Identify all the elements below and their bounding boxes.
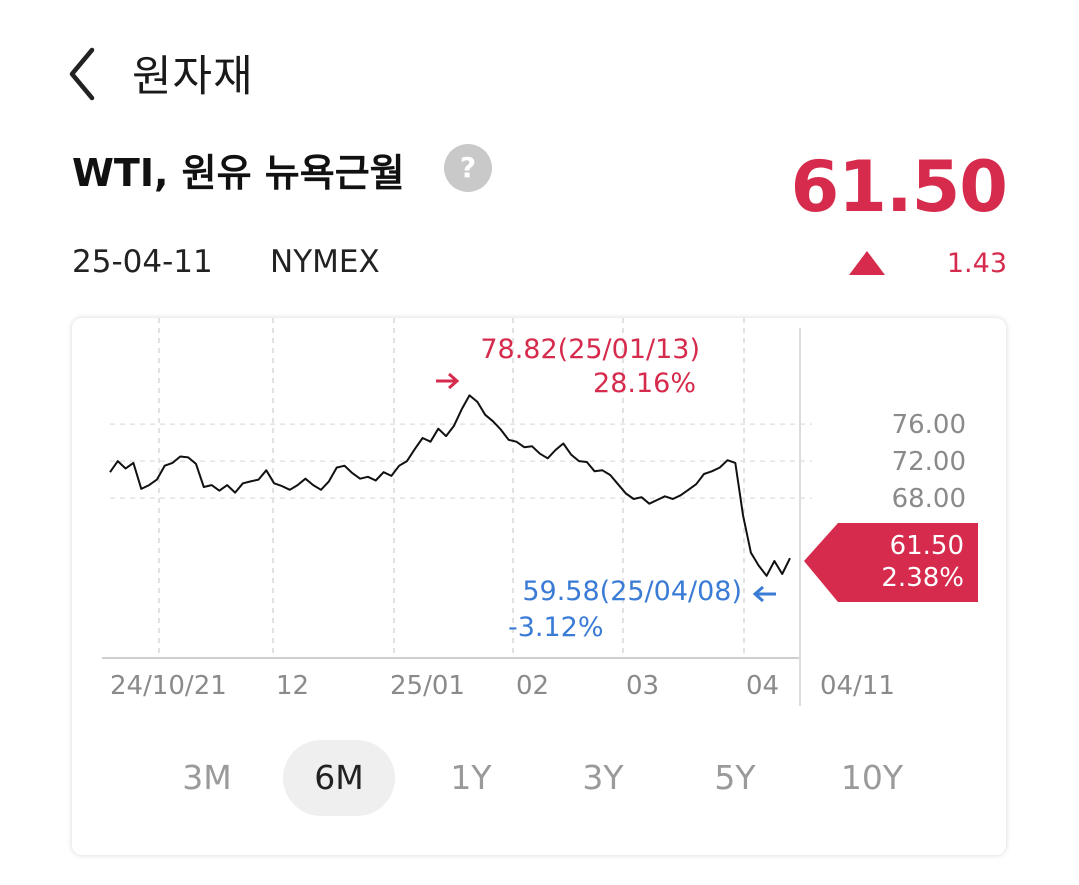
current-price-badge-pct: 2.38% xyxy=(881,563,964,593)
arrow-left-icon xyxy=(752,585,776,603)
price-date: 25-04-11 xyxy=(72,244,213,280)
help-button[interactable]: ? xyxy=(444,144,492,192)
page-title: 원자재 xyxy=(132,52,254,102)
back-button[interactable] xyxy=(62,40,112,108)
price-line xyxy=(109,394,791,577)
chart-card: 24/10/21 12 25/01 02 03 04 04/11 76.00 72.00 68.0… xyxy=(72,318,1006,855)
low-price-label: 59.58(25/04/08) xyxy=(522,576,742,607)
tab-3y[interactable]: 3Y xyxy=(582,758,624,797)
x-tick-label: 03 xyxy=(626,671,659,701)
x-tick-label: 24/10/21 xyxy=(110,671,227,701)
arrow-left-head xyxy=(752,585,764,603)
tab-1y[interactable]: 1Y xyxy=(450,758,492,797)
chevron-left-icon xyxy=(69,47,95,101)
arrow-right-head xyxy=(448,372,460,390)
current-price-badge-value: 61.50 xyxy=(890,531,964,561)
current-price-badge xyxy=(804,523,978,602)
price-up-icon xyxy=(849,251,885,275)
tab-6m[interactable]: 6M xyxy=(283,740,395,816)
high-price-pct: 28.16% xyxy=(593,368,696,399)
high-price-label: 78.82(25/01/13) xyxy=(480,334,700,365)
arrow-right-icon xyxy=(436,372,460,390)
x-tick-label: 25/01 xyxy=(390,671,465,701)
y-tick-label: 72.00 xyxy=(892,447,966,477)
low-price-pct: -3.12% xyxy=(508,612,604,643)
x-tick-label: 02 xyxy=(516,671,549,701)
tab-5y[interactable]: 5Y xyxy=(714,758,756,797)
current-price: 61.50 xyxy=(790,146,1008,228)
app-header: 원자재 xyxy=(0,0,1079,140)
y-tick-label: 76.00 xyxy=(892,410,966,440)
tab-10y[interactable]: 10Y xyxy=(840,758,904,797)
exchange-name: NYMEX xyxy=(270,244,380,280)
price-chart[interactable]: 24/10/21 12 25/01 02 03 04 04/11 76.00 72.00 68.0… xyxy=(72,318,1006,738)
instrument-name: WTI, 원유 뉴욕근월 xyxy=(72,151,405,195)
tab-3m[interactable]: 3M xyxy=(182,758,232,797)
x-tick-label: 12 xyxy=(276,671,309,701)
period-selector: 3M 6M 1Y 3Y 5Y 10Y xyxy=(140,740,920,820)
x-tick-label: 04/11 xyxy=(820,671,895,701)
x-tick-label: 04 xyxy=(746,671,779,701)
y-tick-label: 68.00 xyxy=(892,484,966,514)
price-change: 1.43 xyxy=(946,248,1007,279)
